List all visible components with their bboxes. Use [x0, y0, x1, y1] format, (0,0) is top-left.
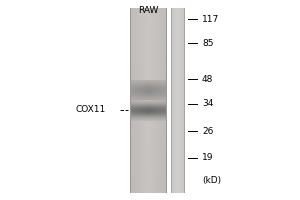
Text: (kD): (kD) [202, 176, 221, 185]
Text: 85: 85 [202, 38, 214, 47]
Text: 19: 19 [202, 154, 214, 162]
Text: 34: 34 [202, 99, 213, 108]
Text: RAW: RAW [138, 6, 158, 15]
Text: 26: 26 [202, 127, 213, 136]
Text: COX11: COX11 [75, 106, 105, 114]
Text: 48: 48 [202, 74, 213, 84]
Text: 117: 117 [202, 15, 219, 23]
